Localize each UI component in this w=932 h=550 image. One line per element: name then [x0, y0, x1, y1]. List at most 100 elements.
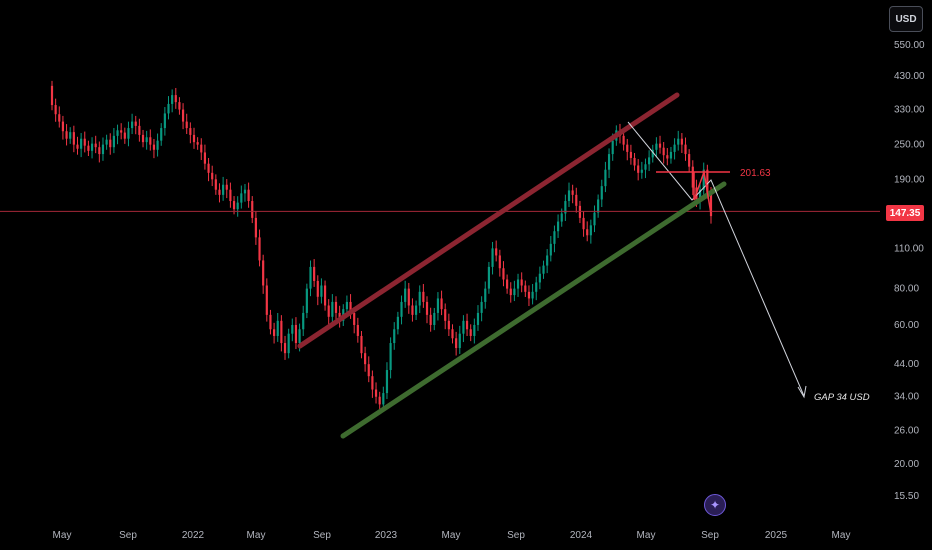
candle-down — [174, 95, 177, 103]
candle-down — [72, 132, 75, 145]
candle-down — [469, 329, 472, 336]
candle-up — [513, 288, 516, 296]
candle-down — [61, 121, 65, 132]
candle-down — [353, 312, 356, 325]
time-tick: Sep — [701, 530, 719, 541]
candle-up — [243, 189, 247, 194]
candle-up — [487, 266, 490, 289]
candle-down — [684, 144, 687, 155]
assistant-icon[interactable]: ✦ — [704, 494, 726, 516]
candle-down — [265, 285, 268, 315]
candle-up — [458, 333, 461, 349]
candle-down — [451, 329, 454, 339]
price-tick: 190.00 — [894, 174, 925, 185]
candle-up — [702, 169, 705, 190]
price-tick: 110.00 — [894, 243, 924, 254]
candle-up — [484, 288, 487, 302]
candle-up — [90, 143, 94, 151]
candle-up — [320, 285, 323, 297]
candle-down — [58, 114, 61, 122]
candle-up — [305, 288, 308, 313]
candle-down — [123, 132, 126, 139]
candle-up — [345, 301, 349, 310]
candle-down — [407, 288, 410, 306]
candle-up — [287, 333, 290, 354]
candle-down — [254, 217, 257, 238]
candle-up — [171, 95, 174, 104]
resistance-label: 201.63 — [740, 168, 771, 179]
candle-up — [222, 184, 225, 195]
candle-up — [491, 248, 494, 267]
candle-up — [553, 231, 556, 244]
candle-down — [247, 189, 250, 202]
candle-down — [622, 135, 625, 145]
candle-down — [378, 396, 381, 405]
candle-down — [149, 137, 152, 145]
candle-up — [116, 130, 119, 136]
candle-up — [156, 140, 159, 150]
candle-down — [334, 301, 338, 313]
candle-down — [54, 105, 57, 115]
time-tick: May — [442, 530, 461, 541]
time-tick: 2024 — [570, 530, 593, 541]
candle-up — [462, 320, 465, 334]
projection-arrow-line — [627, 121, 805, 397]
candle-down — [283, 343, 287, 354]
candle-up — [677, 138, 680, 145]
candle-down — [323, 285, 327, 306]
candle-down — [94, 143, 97, 148]
target-label: GAP 34 USD — [814, 392, 870, 403]
candle-up — [698, 189, 702, 202]
candle-down — [637, 165, 640, 173]
candle-down — [349, 301, 352, 313]
lower-channel-line — [340, 181, 727, 439]
candle-down — [185, 121, 188, 129]
candle-down — [371, 376, 374, 390]
candle-down — [495, 248, 498, 256]
candle-down — [211, 172, 214, 180]
price-tick: 430.00 — [894, 71, 925, 82]
candle-down — [178, 102, 181, 110]
candle-up — [389, 343, 392, 371]
candle-up — [607, 154, 611, 170]
price-tick: 550.00 — [894, 40, 925, 51]
candle-up — [593, 212, 596, 226]
candle-up — [611, 140, 614, 155]
candle-up — [393, 329, 396, 344]
candle-down — [422, 291, 425, 302]
candle-up — [101, 144, 105, 155]
candle-down — [520, 279, 523, 286]
candle-down — [258, 237, 261, 261]
candle-down — [506, 279, 509, 289]
candle-down — [152, 144, 156, 150]
candle-up — [546, 255, 549, 266]
candle-down — [120, 130, 123, 133]
currency-button[interactable]: USD — [889, 6, 923, 32]
price-tick: 20.00 — [894, 459, 919, 470]
candle-up — [538, 273, 541, 283]
time-tick: 2022 — [182, 530, 205, 541]
candle-up — [669, 151, 673, 159]
price-tick: 80.00 — [894, 284, 919, 295]
candle-down — [629, 151, 632, 158]
candle-down — [138, 125, 141, 135]
time-tick: Sep — [313, 530, 331, 541]
candle-up — [145, 137, 148, 143]
candle-up — [436, 298, 440, 313]
candle-down — [582, 217, 585, 230]
candle-up — [167, 103, 170, 114]
time-tick: May — [637, 530, 656, 541]
candle-down — [189, 128, 192, 135]
candle-down — [662, 147, 665, 156]
candle-down — [251, 201, 254, 218]
candle-down — [360, 335, 363, 354]
candle-down — [225, 184, 228, 190]
candle-down — [706, 169, 709, 194]
candle-up — [160, 128, 163, 141]
candle-down — [280, 320, 283, 344]
candle-up — [131, 121, 134, 129]
candle-down — [444, 309, 447, 321]
candle-down — [98, 147, 101, 155]
candle-up — [105, 139, 108, 145]
